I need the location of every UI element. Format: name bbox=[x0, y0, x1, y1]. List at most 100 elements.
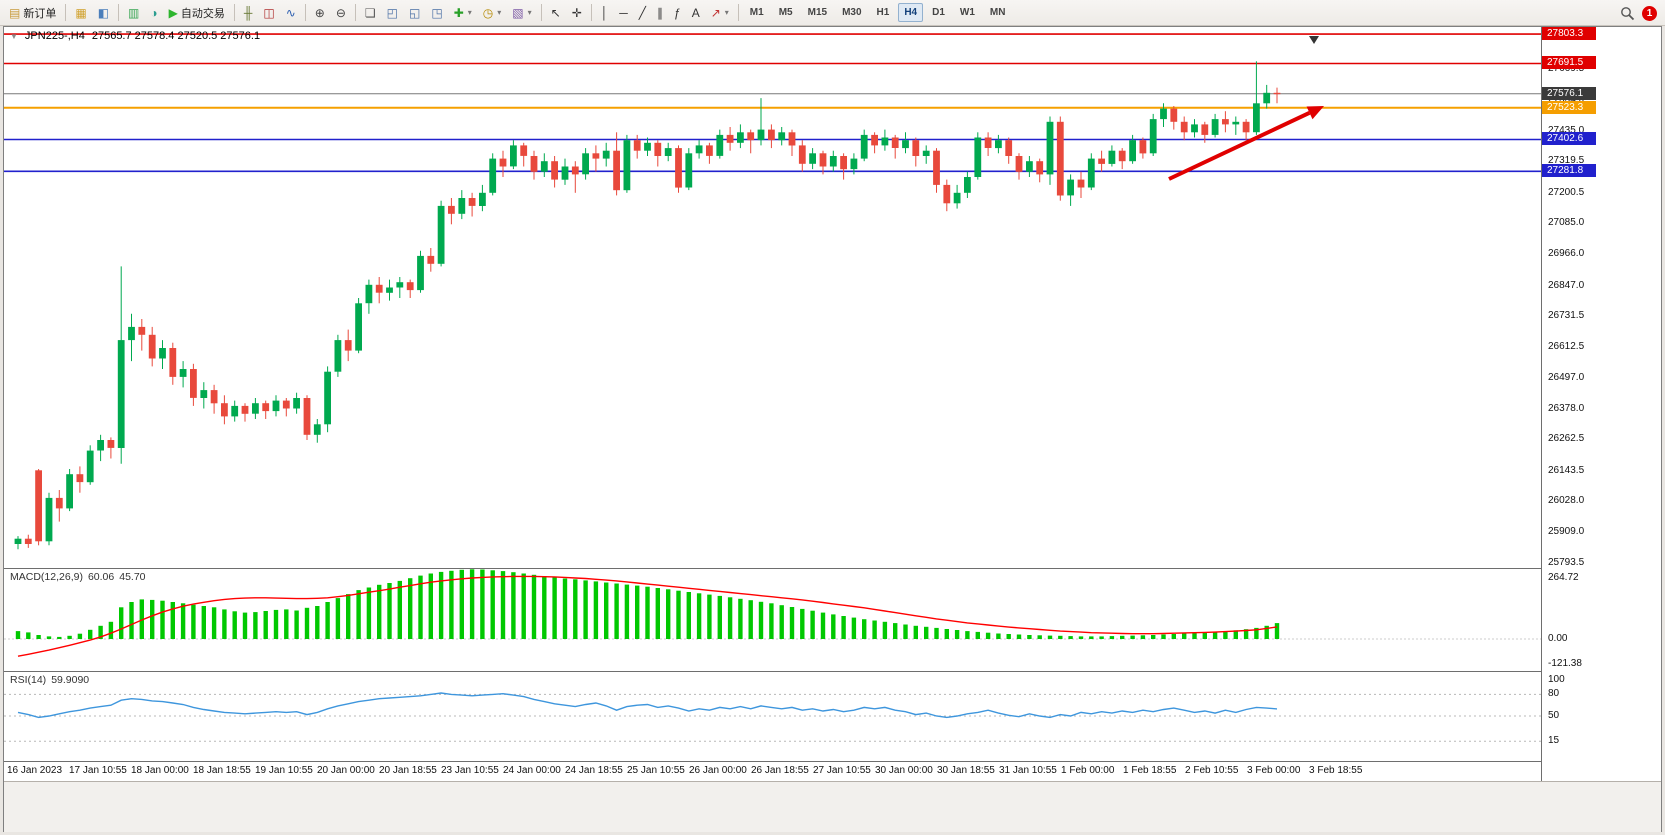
dropdown-arrow-icon: ▾ bbox=[467, 8, 472, 17]
periods-button[interactable]: ◷ ▾ bbox=[478, 2, 507, 24]
cursor-button[interactable]: ↖ bbox=[546, 2, 566, 24]
ohlc-values: 27565.7 27578.4 27520.5 27576.1 bbox=[91, 30, 261, 42]
macd-chart[interactable] bbox=[4, 569, 1541, 671]
price-level-badge: 27523.3 bbox=[1542, 101, 1596, 114]
time-tick-label: 3 Feb 18:55 bbox=[1309, 765, 1363, 776]
timeframe-w1[interactable]: W1 bbox=[959, 7, 975, 18]
timeframe-m5[interactable]: M5 bbox=[778, 7, 793, 18]
zoom-out-icon: ⊖ bbox=[335, 5, 346, 20]
time-tick-label: 17 Jan 10:55 bbox=[69, 765, 127, 776]
text-icon: A bbox=[691, 5, 700, 20]
price-tick-label: 25793.5 bbox=[1548, 557, 1585, 568]
dropdown-arrow-icon: ▾ bbox=[724, 8, 729, 17]
rsi-indicator-name: RSI(14) bbox=[10, 674, 47, 686]
templates-button[interactable]: ▧ ▾ bbox=[507, 2, 536, 24]
arrows-button[interactable]: ↗ ▾ bbox=[706, 2, 734, 24]
toolbar-separator bbox=[354, 4, 356, 21]
rsi-chart[interactable] bbox=[4, 672, 1541, 760]
arrows-icon: ↗ bbox=[710, 5, 721, 20]
price-tick-label: 26143.5 bbox=[1548, 465, 1585, 476]
candlestick-chart-button[interactable]: ◫ bbox=[258, 2, 279, 24]
zoom-in-icon: ⊕ bbox=[314, 5, 325, 20]
timeframe-mn[interactable]: MN bbox=[989, 7, 1006, 18]
timeframe-m30[interactable]: M30 bbox=[842, 7, 862, 18]
add-indicator-icon: ✚ bbox=[453, 5, 464, 20]
bar-chart-button[interactable]: ╫ bbox=[239, 2, 258, 24]
channel-button[interactable]: ∥ bbox=[652, 2, 668, 24]
time-tick-label: 26 Jan 18:55 bbox=[751, 765, 809, 776]
price-axis[interactable]: 27788.527669.527554.027435.027319.527200… bbox=[1541, 27, 1661, 781]
timeframe-m15[interactable]: M15 bbox=[807, 7, 828, 18]
timeframe-m1[interactable]: M1 bbox=[749, 7, 764, 18]
trendline-icon: ╱ bbox=[638, 5, 647, 20]
main-price-chart[interactable] bbox=[4, 27, 1541, 568]
price-level-badge: 27402.6 bbox=[1542, 132, 1596, 145]
trendline-button[interactable]: ╱ bbox=[634, 2, 651, 24]
zoom-in-button[interactable]: ⊕ bbox=[310, 2, 330, 24]
auto-trading-button[interactable]: ▶ 自动交易 bbox=[164, 2, 230, 24]
crosshair-button[interactable]: ✛ bbox=[567, 2, 587, 24]
time-tick-label: 18 Jan 18:55 bbox=[193, 765, 251, 776]
market-watch-icon: ▥ bbox=[128, 5, 140, 20]
rsi-pane: RSI(14) 59.9090 bbox=[4, 671, 1541, 761]
price-tick-label: 27435.0 bbox=[1548, 125, 1585, 136]
line-chart-button[interactable]: ∿ bbox=[281, 2, 301, 24]
zoom-out-button[interactable]: ⊖ bbox=[331, 2, 351, 24]
fibonacci-button[interactable]: ƒ bbox=[669, 2, 686, 24]
new-order-icon: ▤ bbox=[9, 5, 21, 20]
price-tick-label: 26847.0 bbox=[1548, 280, 1585, 291]
tile-vertical-icon: ◳ bbox=[431, 5, 443, 20]
dropdown-arrow-icon: ▾ bbox=[497, 8, 502, 17]
auto-trading-icon: ▶ bbox=[168, 5, 178, 20]
price-level-badge: 27281.8 bbox=[1542, 164, 1596, 177]
vertical-line-button[interactable]: │ bbox=[596, 2, 614, 24]
text-button[interactable]: A bbox=[687, 2, 705, 24]
add-indicator-button[interactable]: ✚ ▾ bbox=[449, 2, 477, 24]
new-order-button-label: 新订单 bbox=[23, 7, 57, 20]
time-tick-label: 16 Jan 2023 bbox=[7, 765, 63, 776]
tile-windows-button[interactable]: ❏ bbox=[360, 2, 381, 24]
timeframe-h4[interactable]: H4 bbox=[898, 3, 924, 22]
toolbar-separator bbox=[65, 4, 67, 21]
price-tick-label: 100 bbox=[1548, 674, 1565, 685]
horizontal-line-button[interactable]: ─ bbox=[614, 2, 633, 24]
time-axis[interactable]: 16 Jan 2023 17 Jan 10:55 18 Jan 00:00 18 Ja… bbox=[4, 761, 1541, 781]
new-order-button[interactable]: ▤ 新订单 bbox=[4, 2, 61, 24]
time-tick-label: 1 Feb 00:00 bbox=[1061, 765, 1115, 776]
notification-badge[interactable]: 1 bbox=[1642, 5, 1657, 21]
data-window-button[interactable]: ◑ bbox=[145, 2, 162, 24]
time-tick-label: 26 Jan 00:00 bbox=[689, 765, 747, 776]
tile-horizontal-button[interactable]: ◱ bbox=[404, 2, 425, 24]
toolbar-separator bbox=[540, 4, 542, 21]
cascade-windows-button[interactable]: ◰ bbox=[382, 2, 403, 24]
profiles-button[interactable]: ◧ bbox=[93, 2, 114, 24]
dropdown-arrow-icon: ▾ bbox=[527, 8, 532, 17]
toolbar-separator bbox=[118, 4, 120, 21]
time-tick-label: 31 Jan 10:55 bbox=[999, 765, 1057, 776]
charts-button[interactable]: ▦ bbox=[70, 2, 91, 24]
rsi-value: 59.9090 bbox=[51, 674, 90, 686]
tile-vertical-button[interactable]: ◳ bbox=[426, 2, 447, 24]
profiles-icon: ◧ bbox=[97, 5, 110, 20]
crosshair-icon: ✛ bbox=[571, 5, 582, 20]
price-tick-label: -121.38 bbox=[1548, 658, 1582, 669]
timeframe-h1[interactable]: H1 bbox=[876, 7, 890, 18]
timeframe-d1[interactable]: D1 bbox=[932, 7, 945, 18]
market-watch-button[interactable]: ▥ bbox=[123, 2, 144, 24]
bar-chart-icon: ╫ bbox=[243, 5, 253, 20]
time-tick-label: 24 Jan 00:00 bbox=[503, 765, 561, 776]
search-icon[interactable] bbox=[1620, 6, 1635, 21]
time-tick-label: 24 Jan 18:55 bbox=[565, 765, 623, 776]
price-tick-label: 80 bbox=[1548, 688, 1560, 699]
time-tick-label: 30 Jan 18:55 bbox=[937, 765, 995, 776]
toolbar-separator bbox=[590, 4, 592, 21]
fibonacci-icon: ƒ bbox=[674, 5, 681, 20]
collapse-chart-icon[interactable]: ▼ bbox=[10, 31, 18, 41]
price-tick-label: 264.72 bbox=[1548, 572, 1579, 583]
price-tick-label: 50 bbox=[1548, 710, 1560, 721]
rsi-label: RSI(14) 59.9090 bbox=[10, 674, 89, 686]
macd-signal-value: 45.70 bbox=[119, 571, 146, 583]
time-tick-label: 30 Jan 00:00 bbox=[875, 765, 933, 776]
time-tick-label: 27 Jan 10:55 bbox=[813, 765, 871, 776]
toolbar-right-cluster: 1 bbox=[1620, 0, 1657, 26]
